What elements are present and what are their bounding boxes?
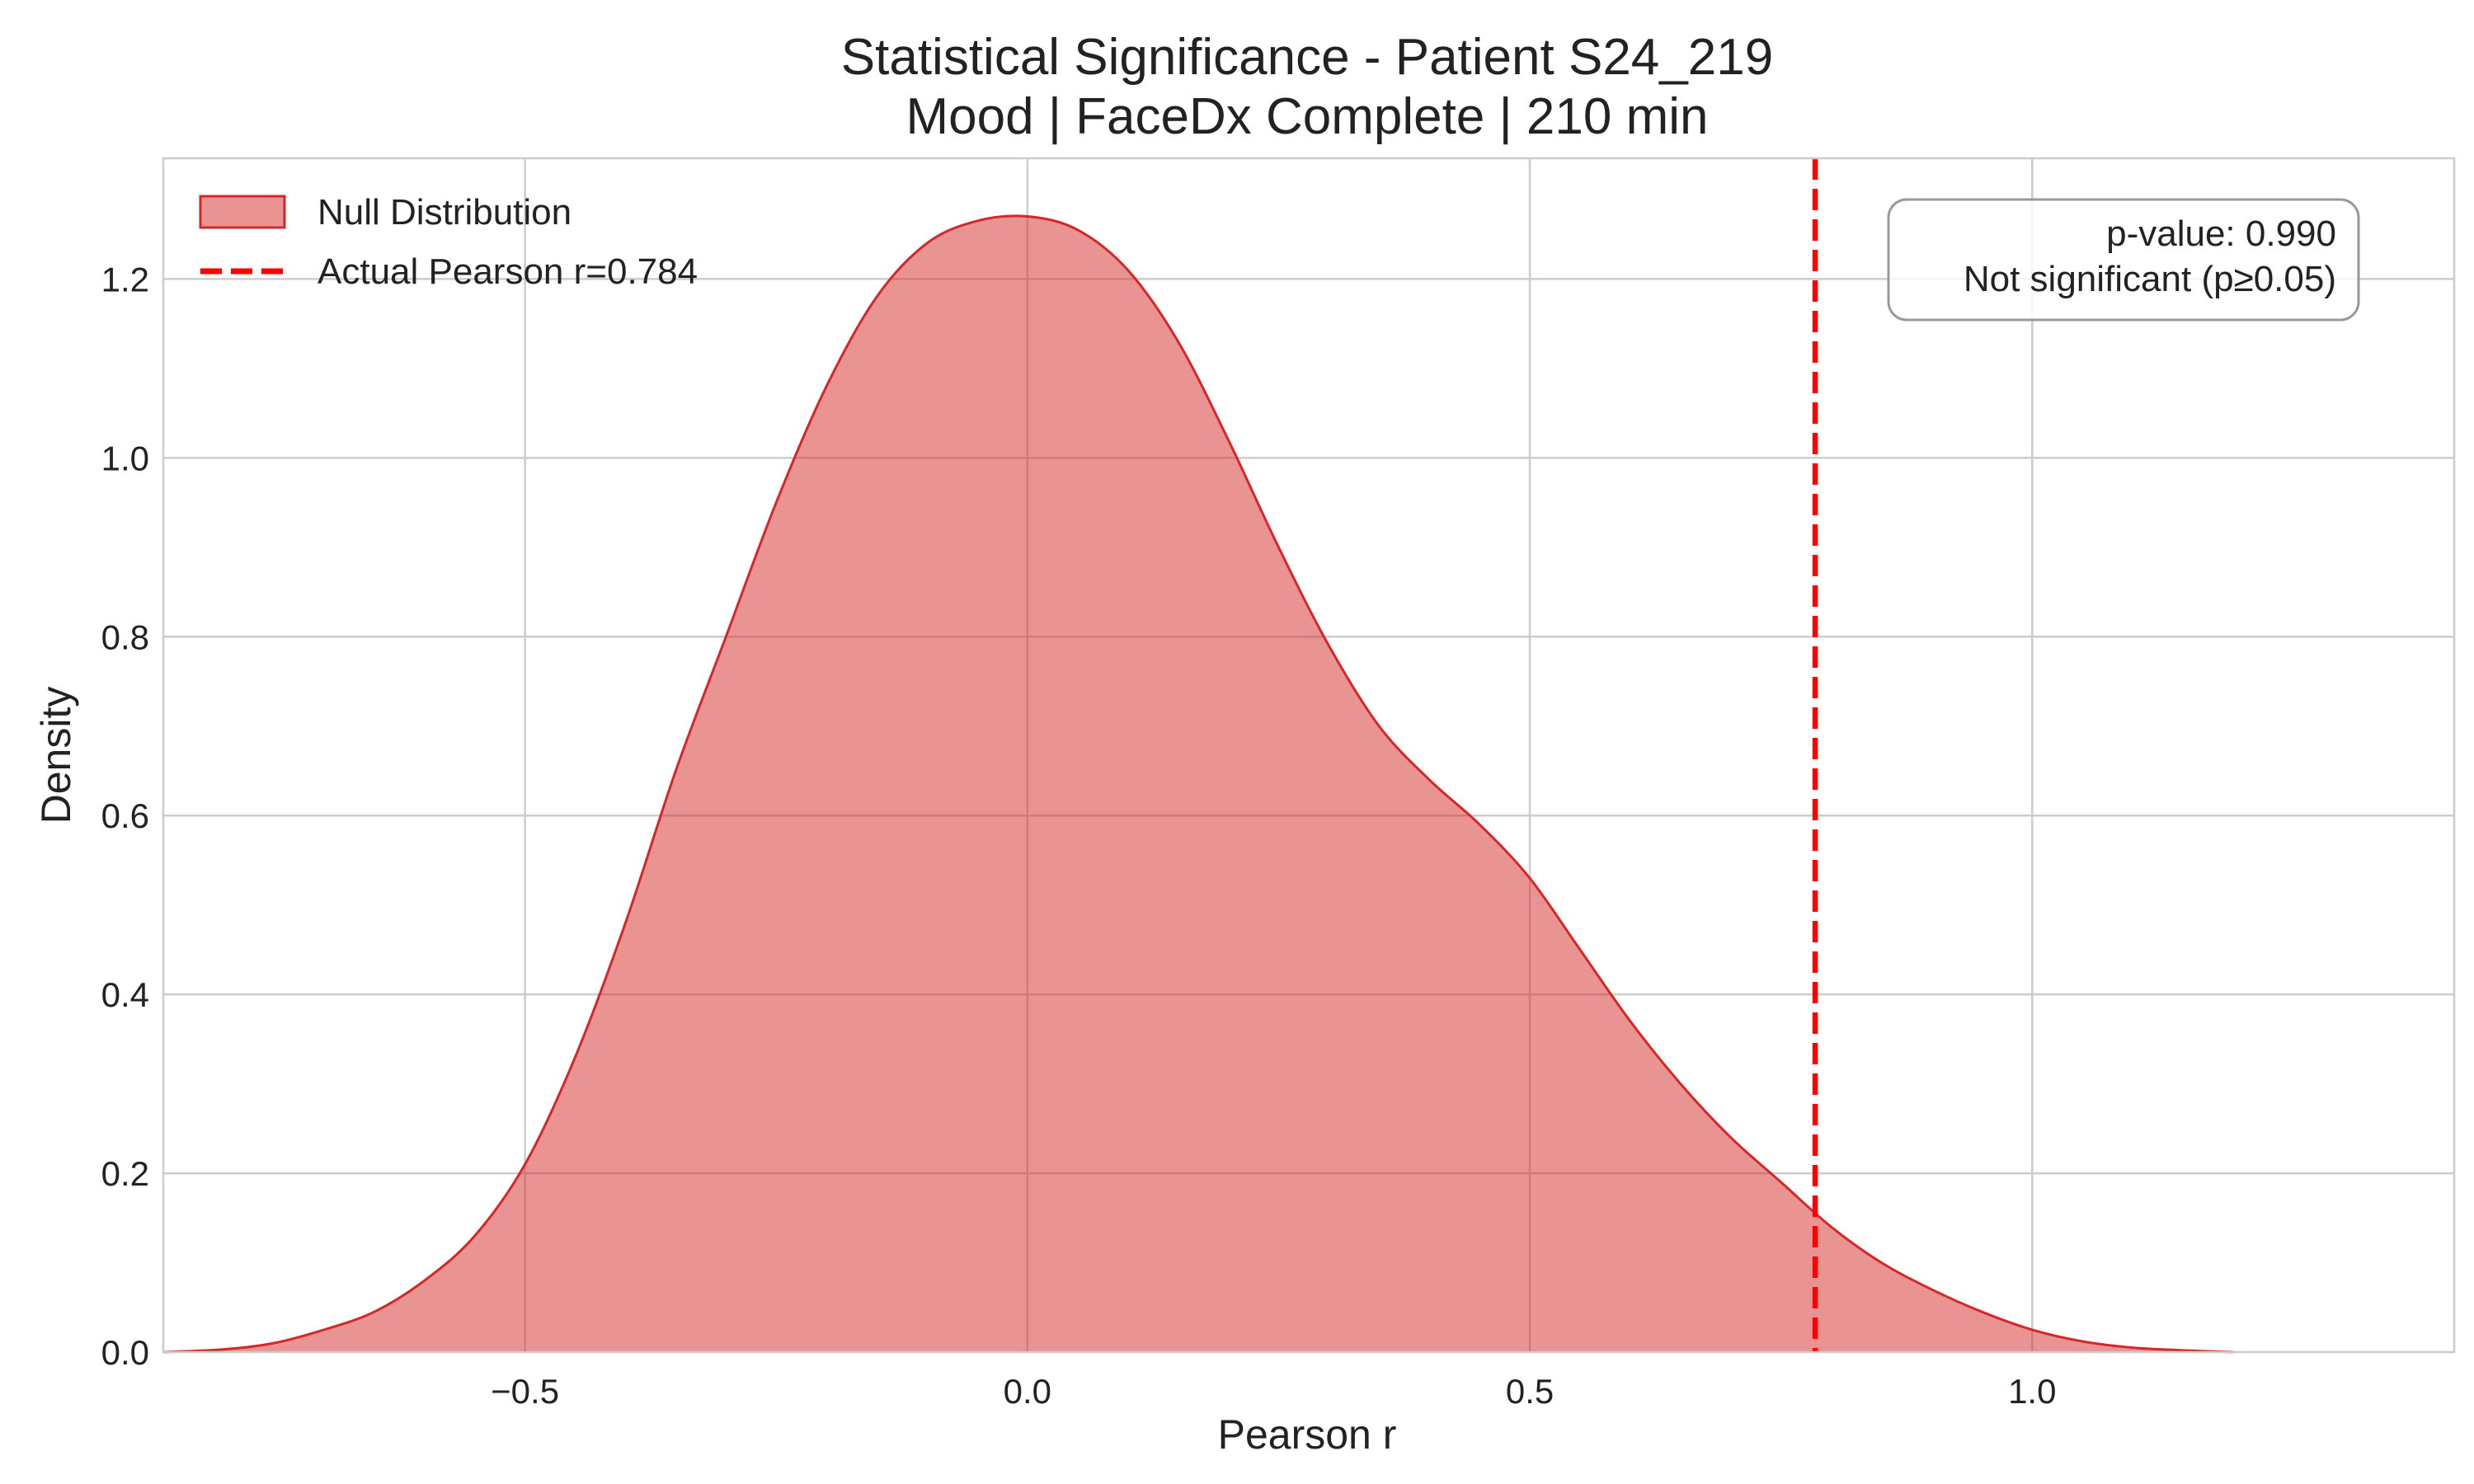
y-tick-label: 0.8 — [101, 618, 149, 656]
annotation-p-value: p-value: 0.990 — [2106, 214, 2336, 254]
data-layer — [162, 158, 2234, 1354]
legend-label-null-distribution: Null Distribution — [317, 192, 571, 232]
x-tick-label: 0.0 — [1004, 1372, 1051, 1411]
y-tick-label: 0.6 — [101, 796, 149, 835]
x-tick-label: 1.0 — [2008, 1372, 2056, 1411]
y-tick-label: 0.2 — [101, 1154, 149, 1193]
legend-swatch-null-distribution — [199, 195, 286, 229]
y-tick-label: 0.4 — [101, 975, 149, 1014]
x-tick-label: −0.5 — [491, 1372, 559, 1411]
y-tick-label: 0.0 — [101, 1333, 149, 1372]
chart-subtitle: Mood | FaceDx Complete | 210 min — [906, 88, 1709, 145]
null-distribution-curve — [162, 214, 2234, 1354]
y-axis-label: Density — [33, 687, 79, 824]
y-tick-label: 1.0 — [101, 439, 149, 477]
chart-title: Statistical Significance - Patient S24_2… — [841, 29, 1773, 86]
plot-frame — [162, 157, 2456, 1354]
legend-label-actual-r: Actual Pearson r=0.784 — [317, 251, 698, 292]
x-axis-label: Pearson r — [1218, 1411, 1397, 1458]
x-tick-label: 0.5 — [1506, 1372, 1554, 1411]
legend: Null Distribution Actual Pearson r=0.784 — [199, 192, 698, 292]
annotation-significance: Not significant (p≥0.05) — [1964, 259, 2336, 299]
tick-layer: −0.5 0.0 0.5 1.0 0.0 0.2 0.4 0.6 0.8 1.0 1.2 — [101, 260, 2057, 1411]
null-distribution-area — [163, 215, 2233, 1352]
annotation-box: p-value: 0.990 Not significant (p≥0.05) — [1887, 198, 2360, 322]
y-tick-label: 1.2 — [101, 260, 149, 298]
plot-area — [162, 157, 2456, 1354]
annotation-frame — [1887, 198, 2360, 322]
